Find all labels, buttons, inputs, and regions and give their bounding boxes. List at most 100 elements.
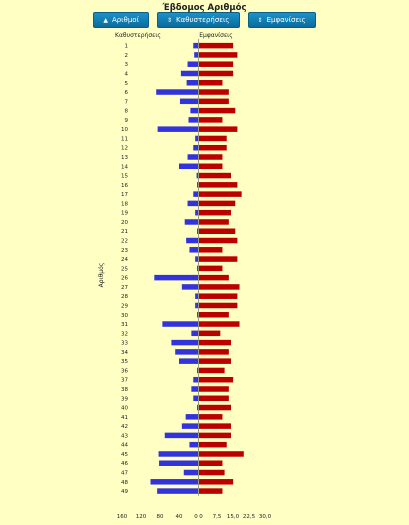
delay-bar-13[interactable] [187, 154, 198, 160]
appearance-bar-2[interactable] [199, 52, 238, 58]
delay-bar-28[interactable] [195, 293, 198, 299]
appearance-bar-31[interactable] [199, 321, 240, 327]
appearance-bar-14[interactable] [199, 163, 223, 170]
delay-bar-33[interactable] [171, 339, 198, 346]
appearance-bar-21[interactable] [199, 228, 236, 234]
delay-bar-19[interactable] [195, 209, 198, 216]
delay-bar-40[interactable] [197, 404, 198, 411]
appearance-bar-36[interactable] [199, 367, 225, 374]
delay-bar-38[interactable] [191, 386, 198, 392]
appearance-bar-3[interactable] [199, 61, 234, 67]
appearance-bar-41[interactable] [199, 414, 223, 420]
sort-delays-button[interactable]: ⇕ Καθυστερήσεις [156, 12, 240, 28]
appearance-bar-8[interactable] [199, 107, 236, 114]
delay-bar-2[interactable] [194, 52, 198, 58]
appearance-bar-45[interactable] [199, 451, 244, 457]
appearance-bar-44[interactable] [199, 441, 227, 448]
appearance-bar-4[interactable] [199, 70, 234, 77]
delay-bar-29[interactable] [195, 302, 198, 309]
appearance-bar-17[interactable] [199, 191, 242, 197]
appearance-bar-10[interactable] [199, 126, 238, 132]
delay-bar-14[interactable] [179, 163, 198, 170]
delay-bar-32[interactable] [191, 330, 198, 337]
appearance-bar-29[interactable] [199, 302, 238, 309]
delay-bar-26[interactable] [154, 274, 198, 281]
delay-bar-3[interactable] [187, 61, 198, 67]
appearance-bar-33[interactable] [199, 339, 231, 346]
delay-bar-21[interactable] [197, 228, 198, 234]
appearance-bar-42[interactable] [199, 423, 231, 429]
delay-bar-41[interactable] [185, 414, 198, 420]
delay-bar-37[interactable] [193, 376, 198, 383]
appearance-bar-19[interactable] [199, 209, 231, 216]
appearance-bar-9[interactable] [199, 117, 223, 123]
delay-bar-44[interactable] [189, 441, 198, 448]
delay-bar-22[interactable] [186, 237, 198, 244]
appearance-bar-47[interactable] [199, 469, 225, 476]
appearance-bar-24[interactable] [199, 256, 238, 262]
delay-bar-17[interactable] [193, 191, 198, 197]
delay-bar-6[interactable] [156, 89, 198, 95]
appearance-bar-43[interactable] [199, 432, 231, 439]
appearance-bar-28[interactable] [199, 293, 238, 299]
appearance-bar-40[interactable] [199, 404, 231, 411]
delay-bar-49[interactable] [157, 488, 198, 494]
delay-bar-39[interactable] [193, 395, 198, 402]
delay-bar-18[interactable] [187, 200, 198, 207]
delay-bar-43[interactable] [164, 432, 198, 439]
appearance-bar-26[interactable] [199, 274, 229, 281]
delay-bar-36[interactable] [197, 367, 198, 374]
appearance-bar-48[interactable] [199, 479, 234, 485]
delay-bar-5[interactable] [186, 80, 198, 86]
appearance-bar-5[interactable] [199, 80, 223, 86]
delay-bar-42[interactable] [181, 423, 198, 429]
delay-bar-10[interactable] [157, 126, 198, 132]
appearance-bar-13[interactable] [199, 154, 223, 160]
sort-numbers-button[interactable]: ▲ Αριθμοί [93, 12, 149, 28]
delay-bar-31[interactable] [162, 321, 198, 327]
delay-bar-9[interactable] [188, 117, 199, 123]
appearance-bar-32[interactable] [199, 330, 221, 337]
sort-appearances-button[interactable]: ⇕ Εμφανίσεις [247, 12, 316, 28]
delay-bar-15[interactable] [196, 172, 198, 179]
delay-bar-35[interactable] [179, 358, 198, 364]
delay-bar-23[interactable] [189, 247, 198, 253]
delay-bar-46[interactable] [159, 460, 198, 466]
appearance-bar-23[interactable] [199, 247, 223, 253]
delay-bar-7[interactable] [179, 98, 198, 105]
appearance-bar-35[interactable] [199, 358, 231, 364]
delay-bar-1[interactable] [193, 42, 198, 49]
delay-bar-20[interactable] [184, 219, 198, 225]
appearance-bar-30[interactable] [199, 312, 229, 318]
appearance-bar-49[interactable] [199, 488, 223, 494]
delay-bar-25[interactable] [197, 265, 198, 272]
delay-bar-12[interactable] [193, 144, 198, 151]
delay-bar-4[interactable] [180, 70, 198, 77]
delay-bar-45[interactable] [158, 451, 198, 457]
appearance-bar-27[interactable] [199, 284, 240, 290]
delay-bar-27[interactable] [181, 284, 198, 290]
delay-bar-16[interactable] [197, 182, 198, 188]
appearance-bar-22[interactable] [199, 237, 238, 244]
appearance-bar-11[interactable] [199, 135, 227, 142]
appearance-bar-18[interactable] [199, 200, 236, 207]
delay-bar-47[interactable] [183, 469, 198, 476]
appearance-bar-1[interactable] [199, 42, 234, 49]
appearance-bar-37[interactable] [199, 376, 234, 383]
delay-bar-34[interactable] [175, 349, 198, 355]
appearance-bar-6[interactable] [199, 89, 229, 95]
delay-bar-30[interactable] [197, 312, 198, 318]
delay-bar-48[interactable] [150, 479, 199, 485]
appearance-bar-25[interactable] [199, 265, 223, 272]
appearance-bar-7[interactable] [199, 98, 229, 105]
delay-bar-24[interactable] [195, 256, 198, 262]
appearance-bar-39[interactable] [199, 395, 229, 402]
appearance-bar-38[interactable] [199, 386, 229, 392]
appearance-bar-15[interactable] [199, 172, 231, 179]
appearance-bar-20[interactable] [199, 219, 229, 225]
appearance-bar-12[interactable] [199, 144, 227, 151]
delay-bar-11[interactable] [195, 135, 198, 142]
appearance-bar-16[interactable] [199, 182, 238, 188]
appearance-bar-46[interactable] [199, 460, 223, 466]
appearance-bar-34[interactable] [199, 349, 229, 355]
